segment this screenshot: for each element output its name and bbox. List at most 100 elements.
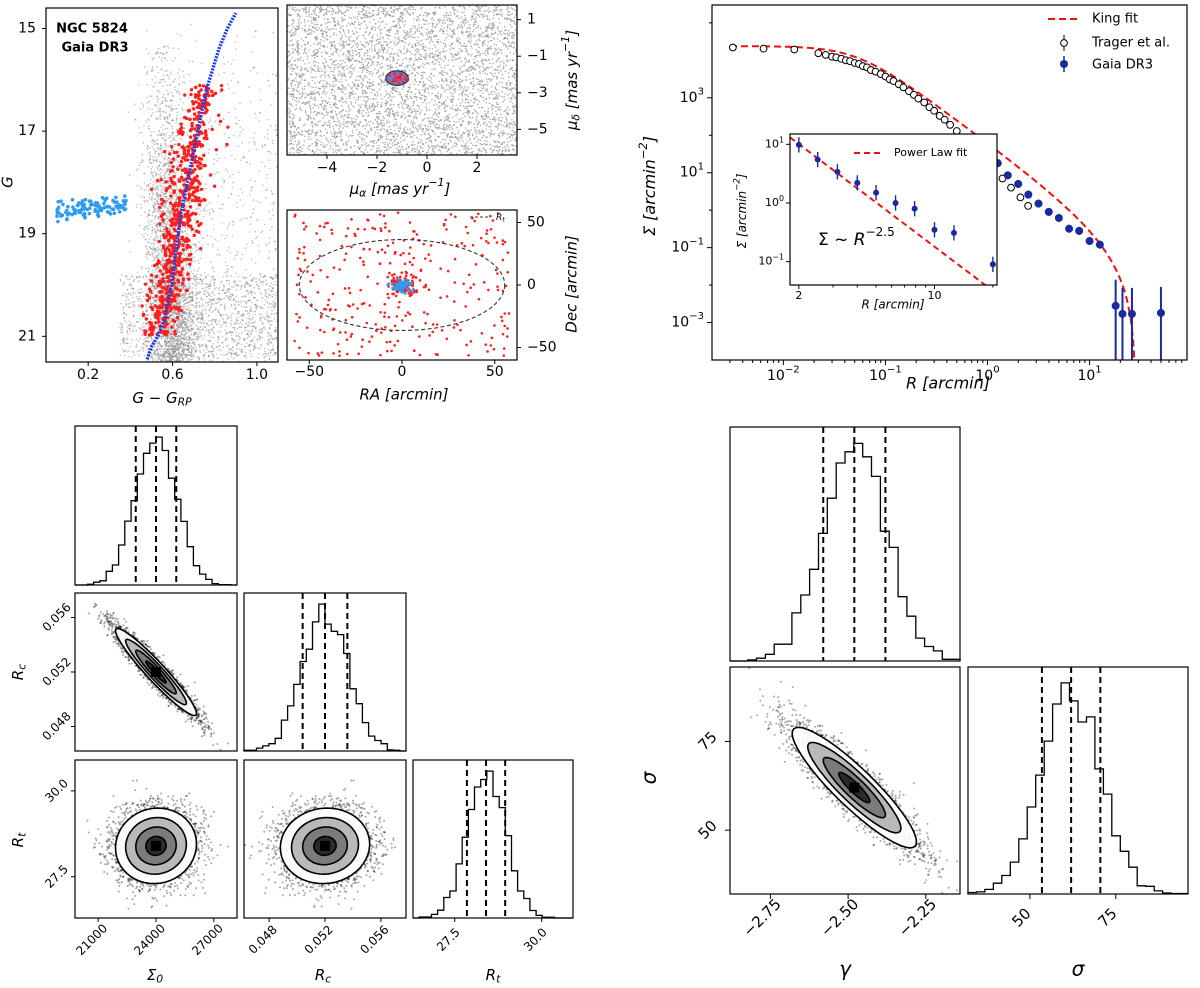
field-star bbox=[274, 153, 276, 156]
field-star bbox=[164, 223, 167, 226]
field-star bbox=[200, 363, 202, 365]
field-star bbox=[272, 287, 274, 290]
field-star bbox=[193, 327, 195, 329]
field-star bbox=[226, 288, 229, 290]
field-star bbox=[138, 354, 140, 357]
field-star bbox=[195, 246, 198, 248]
field-star bbox=[170, 348, 172, 350]
field-star bbox=[235, 347, 238, 350]
field-star bbox=[185, 266, 187, 268]
field-star bbox=[154, 209, 157, 212]
field-star bbox=[233, 92, 235, 94]
field-star bbox=[261, 146, 264, 148]
field-star bbox=[262, 316, 265, 318]
field-star bbox=[174, 302, 176, 304]
field-star bbox=[177, 176, 179, 179]
field-star bbox=[268, 341, 271, 344]
field-star bbox=[180, 257, 183, 260]
field-star bbox=[175, 277, 178, 280]
field-star bbox=[212, 163, 215, 165]
field-star bbox=[138, 275, 141, 278]
field-star bbox=[221, 178, 224, 180]
field-star bbox=[254, 304, 257, 306]
field-star bbox=[166, 84, 169, 87]
field-star bbox=[221, 289, 224, 291]
field-star bbox=[232, 224, 235, 226]
field-star bbox=[144, 341, 146, 344]
field-star bbox=[238, 348, 240, 351]
field-star bbox=[231, 235, 234, 238]
field-star bbox=[268, 294, 271, 297]
field-star bbox=[156, 197, 158, 200]
field-star bbox=[125, 342, 128, 345]
field-star bbox=[202, 237, 204, 239]
field-star bbox=[146, 72, 149, 74]
field-star bbox=[150, 247, 152, 250]
field-star bbox=[217, 330, 219, 333]
field-star bbox=[227, 224, 230, 227]
field-star bbox=[207, 127, 210, 130]
field-star bbox=[193, 275, 196, 277]
field-star bbox=[150, 337, 153, 339]
field-star bbox=[176, 329, 179, 332]
field-star bbox=[158, 341, 161, 344]
field-star bbox=[190, 355, 193, 358]
field-star bbox=[176, 290, 179, 293]
field-star bbox=[181, 342, 184, 345]
field-star bbox=[158, 133, 161, 136]
field-star bbox=[275, 352, 277, 354]
field-star bbox=[181, 226, 184, 229]
field-star bbox=[197, 248, 200, 251]
field-star bbox=[156, 216, 159, 218]
field-star bbox=[272, 31, 275, 34]
field-star bbox=[209, 339, 211, 342]
field-star bbox=[193, 343, 196, 346]
field-star bbox=[193, 321, 195, 324]
field-star bbox=[126, 351, 129, 353]
field-star bbox=[147, 225, 149, 227]
field-star bbox=[267, 339, 270, 342]
field-star bbox=[147, 340, 149, 343]
field-star bbox=[210, 292, 213, 294]
field-star bbox=[208, 201, 211, 204]
field-star bbox=[163, 163, 166, 165]
field-star bbox=[248, 312, 250, 314]
field-star bbox=[193, 218, 196, 221]
field-star bbox=[210, 328, 213, 331]
field-star bbox=[264, 318, 266, 320]
field-star bbox=[215, 353, 218, 355]
field-star bbox=[151, 219, 153, 222]
field-star bbox=[195, 305, 197, 307]
field-star bbox=[169, 122, 172, 124]
field-star bbox=[144, 225, 146, 228]
field-star bbox=[171, 358, 174, 361]
field-star bbox=[218, 323, 220, 325]
field-star bbox=[208, 314, 210, 317]
field-star bbox=[157, 170, 160, 172]
field-star bbox=[232, 349, 234, 352]
field-star bbox=[119, 280, 122, 282]
field-star bbox=[171, 128, 174, 130]
field-star bbox=[158, 56, 160, 58]
field-star bbox=[164, 203, 167, 205]
field-star bbox=[196, 309, 198, 312]
field-star bbox=[238, 338, 240, 341]
field-star bbox=[239, 336, 241, 339]
field-star bbox=[139, 186, 142, 188]
field-star bbox=[188, 322, 191, 325]
field-star bbox=[248, 149, 250, 152]
field-star bbox=[230, 319, 233, 322]
field-star bbox=[165, 138, 168, 141]
field-star bbox=[184, 230, 187, 232]
field-star bbox=[257, 352, 260, 355]
field-star bbox=[243, 355, 245, 357]
field-star bbox=[270, 313, 273, 315]
field-star bbox=[159, 161, 161, 163]
field-star bbox=[200, 305, 202, 307]
field-star bbox=[232, 299, 235, 302]
field-star bbox=[162, 165, 164, 167]
field-star bbox=[137, 168, 139, 170]
field-star bbox=[268, 210, 270, 212]
field-star bbox=[271, 320, 273, 322]
field-star bbox=[216, 240, 219, 243]
